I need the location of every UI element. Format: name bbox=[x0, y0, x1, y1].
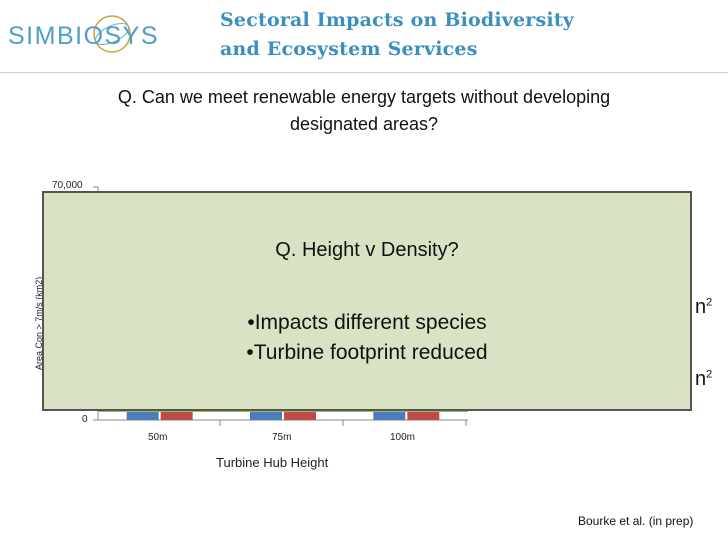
callout-box: Q. Height v Density? •Impacts different … bbox=[42, 191, 692, 411]
bar-100m-series-1 bbox=[373, 412, 406, 420]
bar-50m-series-2 bbox=[160, 412, 193, 420]
question-line2: designated areas? bbox=[289, 114, 439, 134]
x-tick-label-50m: 50m bbox=[148, 432, 168, 443]
y-tick-label-top: 70,000 bbox=[52, 180, 83, 191]
header-divider bbox=[0, 72, 728, 73]
logo-graphic: SIMBIOSYS bbox=[8, 15, 159, 53]
question-line1: Q. Can we meet renewable energy targets … bbox=[117, 87, 611, 107]
slide-question: Q. Can we meet renewable energy targets … bbox=[20, 84, 708, 138]
simbiosys-logo: SIMBIOSYS bbox=[6, 14, 196, 54]
x-axis-label: Turbine Hub Height bbox=[216, 455, 329, 470]
citation: Bourke et al. (in prep) bbox=[578, 514, 694, 528]
x-tick-label-75m: 75m bbox=[272, 432, 292, 443]
callout-title: Q. Height v Density? bbox=[275, 239, 459, 261]
obscured-text-fragment-2: n2 bbox=[695, 368, 713, 390]
logo-orbit bbox=[94, 22, 130, 46]
x-tick-label-100m: 100m bbox=[390, 432, 416, 443]
header-title: Sectoral Impacts on Biodiversity and Eco… bbox=[220, 6, 574, 64]
logo-text: SIMBIOSYS bbox=[8, 22, 159, 50]
y-tick-label-zero: 0 bbox=[82, 414, 88, 425]
obscured-text-fragment-1: n2 bbox=[695, 296, 713, 318]
header-title-line1: Sectoral Impacts on Biodiversity bbox=[220, 9, 575, 31]
header-title-line2: and Ecosystem Services bbox=[220, 38, 478, 60]
callout-bullet-species: •Impacts different species bbox=[247, 311, 487, 334]
bar-75m-series-1 bbox=[250, 412, 282, 420]
bar-50m-series-1 bbox=[126, 412, 159, 420]
logo-ring bbox=[93, 15, 131, 53]
callout-bullet-footprint: •Turbine footprint reduced bbox=[246, 341, 488, 364]
bar-75m-series-2 bbox=[284, 412, 316, 420]
bar-group bbox=[126, 412, 440, 420]
bar-100m-series-2 bbox=[407, 412, 440, 420]
